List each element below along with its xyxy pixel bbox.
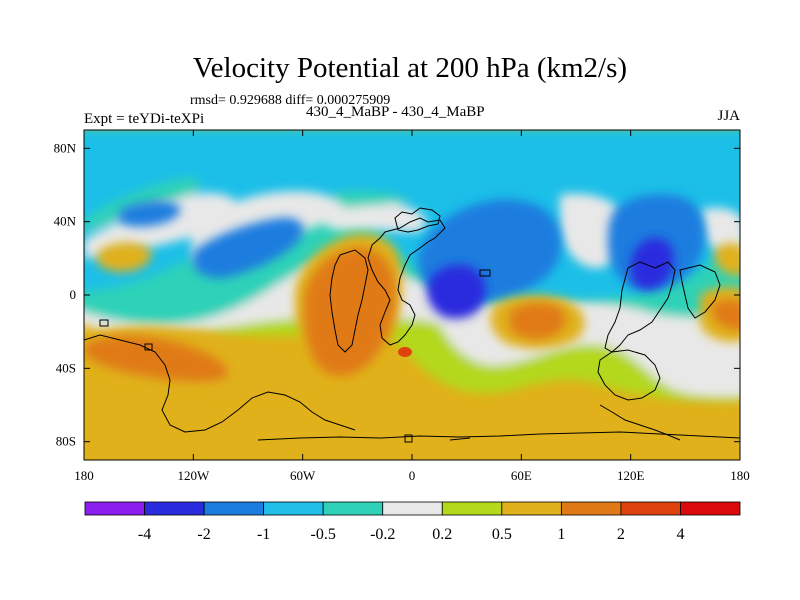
y-tick-label: 40S bbox=[56, 360, 76, 375]
outline-sa bbox=[329, 249, 369, 353]
y-tick-label: 0 bbox=[70, 287, 77, 302]
x-tick-label: 60E bbox=[511, 468, 532, 483]
y-tick-label: 80S bbox=[56, 434, 76, 449]
outline-antarctica bbox=[84, 334, 740, 441]
colorbar-swatch bbox=[501, 501, 562, 516]
colorbar-swatch bbox=[144, 501, 205, 516]
level-fill-brown-south bbox=[84, 335, 228, 382]
level-fill-blue-west-1 bbox=[192, 217, 304, 279]
outline-europe bbox=[394, 207, 441, 233]
x-tick-label: 60W bbox=[290, 468, 316, 483]
x-tick-label: 180 bbox=[730, 468, 750, 483]
level-fill-darkblue-1 bbox=[427, 264, 486, 319]
colorbar-swatch bbox=[680, 501, 741, 516]
x-tick-label: 0 bbox=[409, 468, 416, 483]
level-fill-orange-ne bbox=[715, 243, 740, 276]
y-tick-label: 80N bbox=[54, 140, 77, 155]
outline-australia bbox=[597, 349, 661, 401]
stats-label: rmsd= 0.929688 diff= 0.000275909 bbox=[190, 93, 391, 108]
chart-title: Velocity Potential at 200 hPa (km2/s) bbox=[192, 52, 628, 84]
level-fill-brown-east bbox=[712, 299, 740, 331]
map-outlines bbox=[84, 207, 740, 443]
colorbar-label: 4 bbox=[676, 526, 684, 543]
season-label: JJA bbox=[717, 108, 740, 124]
outline-north-stub bbox=[99, 269, 491, 443]
outline-se-asia bbox=[679, 264, 721, 319]
colorbar-swatch bbox=[203, 501, 265, 516]
colorbar-label: 1 bbox=[557, 526, 565, 543]
colorbar-swatch bbox=[263, 501, 324, 516]
x-tick-label: 120E bbox=[617, 468, 645, 483]
colorbar-label: -2 bbox=[197, 526, 210, 543]
swirl-white-1 bbox=[84, 192, 238, 258]
level-fill-brown-atl bbox=[304, 247, 396, 376]
colorbar-label: -0.5 bbox=[311, 526, 336, 543]
y-tick-label: 40N bbox=[54, 214, 77, 229]
outline-asia-east bbox=[604, 261, 676, 353]
outline-africa bbox=[367, 217, 446, 346]
x-tick-label: 180 bbox=[74, 468, 94, 483]
outline-south-arc bbox=[449, 404, 681, 441]
colorbar-label: -1 bbox=[257, 526, 270, 543]
level-fill-brown-indian bbox=[510, 303, 566, 339]
colorbar-swatch bbox=[382, 501, 443, 516]
swirl-teal-2 bbox=[330, 190, 410, 208]
level-fill-orange-nw bbox=[96, 242, 151, 272]
level-fill-darkblue-2 bbox=[630, 238, 674, 290]
colorbar-swatch bbox=[322, 501, 384, 516]
colorbar-swatch bbox=[84, 501, 145, 516]
axis-ticks: 180 120W 60W 0 60E 120E 180 80N 40N 0 40S 80S bbox=[54, 130, 750, 483]
colorbar: -4 -2 -1 -0.5 -0.2 0.2 0.5 1 2 4 bbox=[84, 501, 741, 543]
colorbar-label: -4 bbox=[138, 526, 151, 543]
x-tick-label: 120W bbox=[177, 468, 210, 483]
colorbar-label: 0.2 bbox=[432, 526, 452, 543]
colorbar-swatch bbox=[441, 501, 503, 516]
colorbar-label: -0.2 bbox=[370, 526, 395, 543]
contour-fill bbox=[84, 130, 740, 460]
level-fill-blue-west-2 bbox=[118, 200, 181, 227]
colorbar-swatch bbox=[620, 501, 681, 516]
colorbar-label: 2 bbox=[617, 526, 625, 543]
level-fill-red-peak bbox=[398, 347, 412, 357]
colorbar-swatch bbox=[560, 501, 622, 516]
case-label: 430_4_MaBP - 430_4_MaBP bbox=[306, 104, 485, 120]
colorbar-label: 0.5 bbox=[492, 526, 512, 543]
experiment-label: Expt = teYDi-teXPi bbox=[84, 111, 205, 127]
